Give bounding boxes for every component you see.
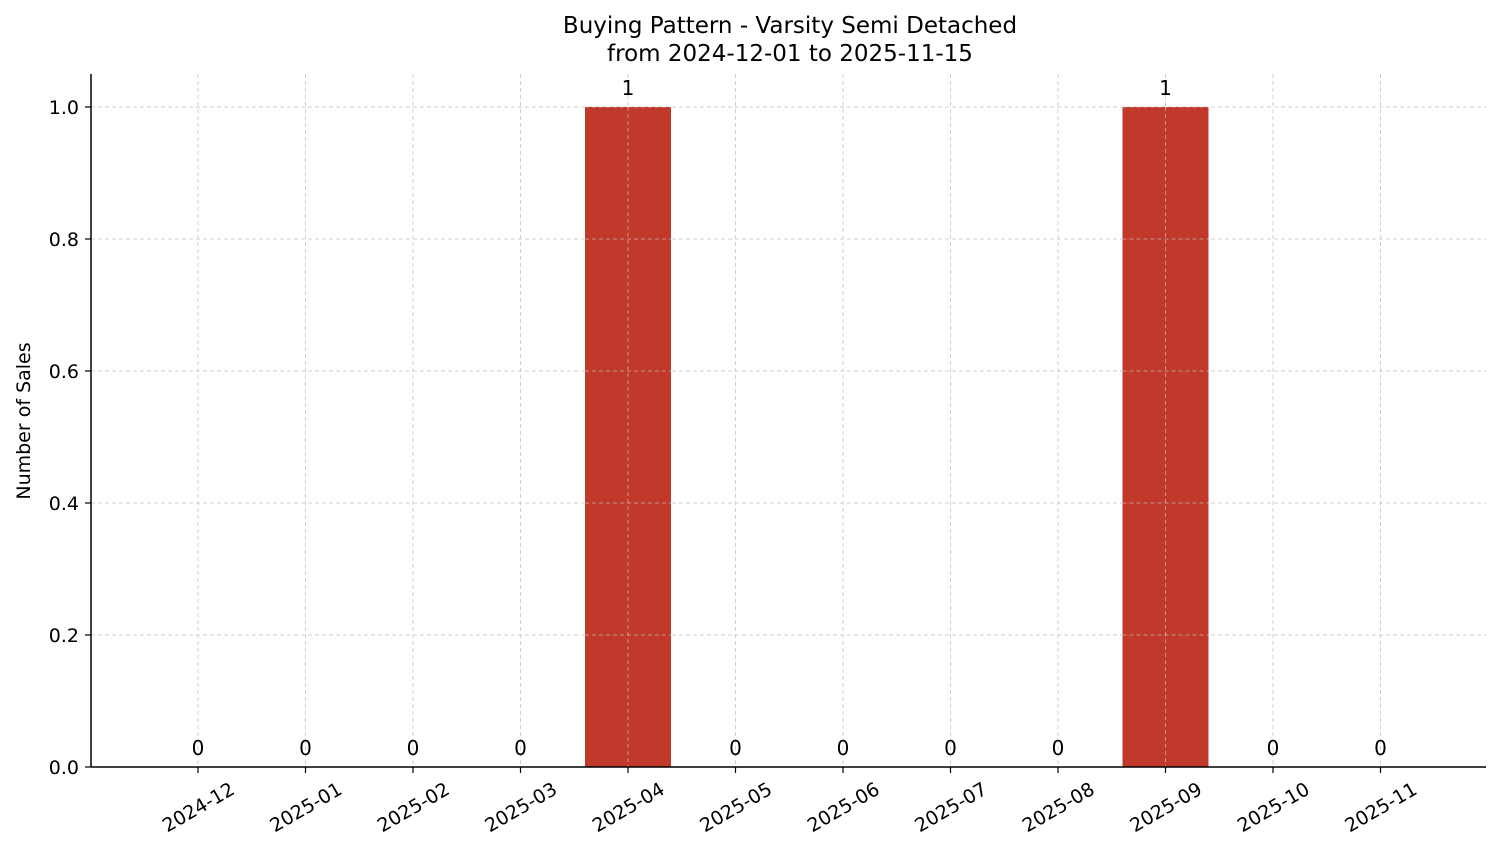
x-tick-label-2025-04: 2025-04 [589,778,669,837]
x-tick-label-2025-08: 2025-08 [1019,778,1099,837]
data-label-2025-11: 0 [1374,736,1387,760]
y-tick-label-1: 0.2 [49,625,79,647]
data-label-2024-12: 0 [192,736,205,760]
x-tick-label-2025-01: 2025-01 [266,778,346,837]
x-tick-label-2025-09: 2025-09 [1126,778,1206,837]
data-label-2025-07: 0 [944,736,957,760]
data-label-2025-09: 1 [1159,76,1172,100]
chart-title-line-1: Buying Pattern - Varsity Semi Detached [563,13,1017,39]
x-tick-label-2025-06: 2025-06 [804,778,884,837]
data-label-2025-01: 0 [299,736,312,760]
x-tick-label-2025-07: 2025-07 [911,778,991,837]
y-tick-label-5: 1.0 [49,97,79,119]
data-label-2025-10: 0 [1267,736,1280,760]
data-label-2025-06: 0 [837,736,850,760]
grid [91,74,1486,767]
chart-title-line-2: from 2024-12-01 to 2025-11-15 [607,41,973,67]
data-label-2025-04: 1 [622,76,635,100]
data-label-2025-05: 0 [729,736,742,760]
x-tick-label-2025-05: 2025-05 [696,778,776,837]
y-tick-label-3: 0.6 [49,361,79,383]
data-label-2025-08: 0 [1052,736,1065,760]
y-tick-label-4: 0.8 [49,229,79,251]
y-tick-label-2: 0.4 [49,493,79,515]
data-label-2025-03: 0 [514,736,527,760]
bars [585,106,1209,767]
data-label-2025-02: 0 [407,736,420,760]
x-tick-label-2025-03: 2025-03 [481,778,561,837]
x-tick-label-2025-02: 2025-02 [374,778,454,837]
axes: 0.0 0.2 0.4 0.6 0.8 1.0 2024-12 2025-01 2025-02 2… [49,74,1486,837]
x-tick-label-2025-10: 2025-10 [1234,778,1314,837]
x-tick-label-2024-12: 2024-12 [159,778,239,837]
data-labels: 0 0 0 0 1 0 0 0 0 1 0 0 [192,76,1387,760]
y-axis-label: Number of Sales [13,342,35,499]
y-tick-label-0: 0.0 [49,757,79,779]
x-tick-label-2025-11: 2025-11 [1341,778,1421,837]
